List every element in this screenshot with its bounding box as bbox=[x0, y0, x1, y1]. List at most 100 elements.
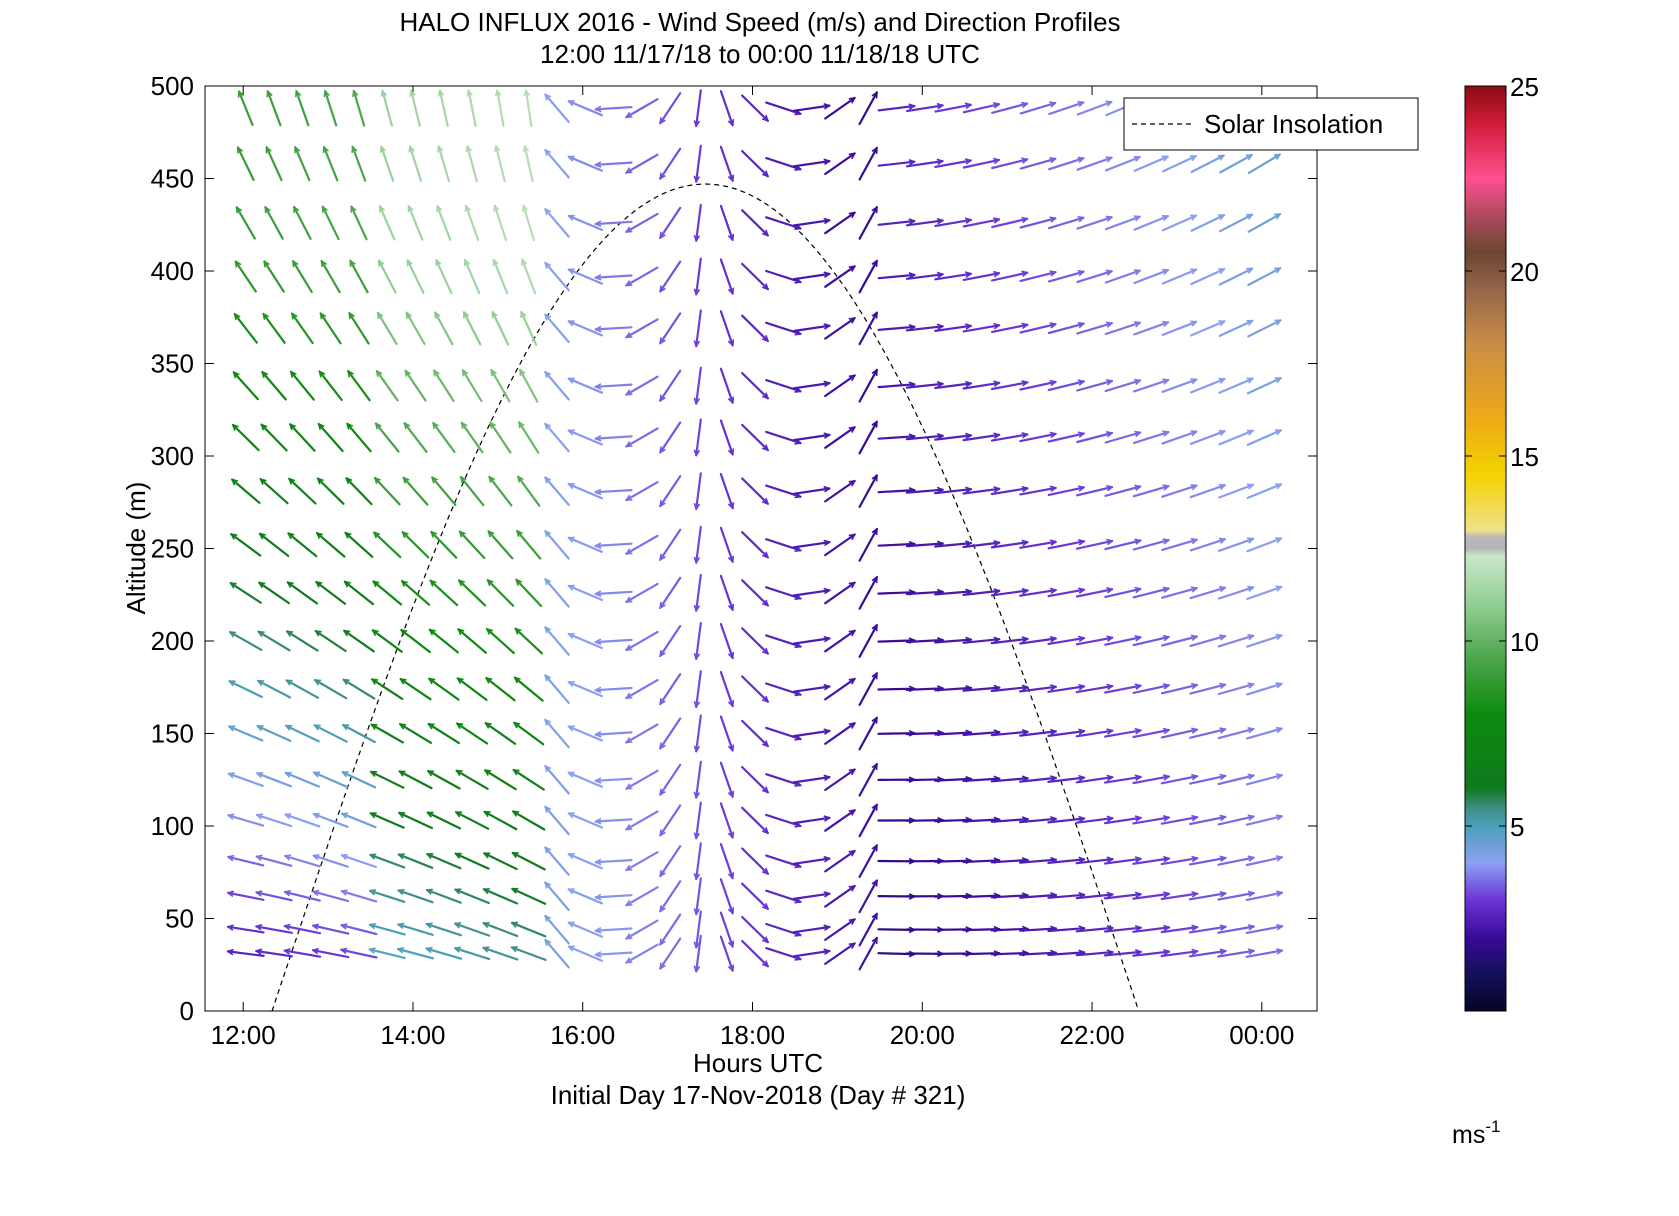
wind-arrow bbox=[431, 476, 457, 506]
wind-arrow bbox=[1076, 215, 1113, 230]
wind-arrow bbox=[1047, 774, 1086, 784]
wind-arrow bbox=[1189, 682, 1227, 695]
wind-arrow bbox=[934, 158, 972, 168]
wind-arrow bbox=[320, 259, 341, 294]
wind-arrow bbox=[434, 311, 454, 346]
wind-arrow bbox=[693, 801, 702, 840]
wind-arrow bbox=[659, 672, 682, 706]
wind-arrow bbox=[459, 476, 485, 507]
wind-arrow bbox=[741, 882, 770, 911]
wind-arrow bbox=[312, 923, 350, 935]
wind-arrow bbox=[456, 722, 489, 745]
wind-arrow bbox=[231, 423, 260, 452]
wind-arrow bbox=[255, 890, 293, 902]
wind-arrow bbox=[510, 946, 547, 962]
wind-arrow bbox=[544, 764, 570, 795]
wind-arrow bbox=[463, 258, 481, 295]
wind-arrow bbox=[314, 629, 347, 653]
wind-arrow bbox=[1048, 156, 1085, 171]
wind-arrow bbox=[427, 769, 461, 790]
y-tick-label: 150 bbox=[151, 719, 194, 749]
colorbar-tick-label: 10 bbox=[1510, 627, 1539, 657]
wind-arrow bbox=[284, 813, 321, 828]
wind-arrow bbox=[659, 576, 682, 610]
wind-arrow bbox=[877, 103, 916, 112]
wind-arrow bbox=[1075, 856, 1114, 865]
plot-area bbox=[204, 85, 1318, 1012]
wind-arrow bbox=[371, 678, 404, 701]
wind-arrow bbox=[544, 208, 570, 238]
wind-arrow bbox=[1103, 856, 1142, 865]
wind-arrow bbox=[1018, 728, 1058, 737]
wind-arrow bbox=[567, 680, 604, 698]
wind-arrow bbox=[1104, 683, 1142, 694]
x-tick-label: 20:00 bbox=[890, 1020, 955, 1050]
wind-arrow bbox=[792, 855, 831, 865]
wind-arrow bbox=[1019, 635, 1057, 645]
wind-arrow bbox=[232, 371, 259, 401]
wind-arrow bbox=[1076, 269, 1113, 283]
wind-arrow bbox=[1161, 378, 1198, 393]
wind-arrow bbox=[511, 810, 546, 831]
wind-arrow bbox=[1132, 378, 1170, 393]
wind-arrow bbox=[345, 477, 373, 506]
wind-arrow bbox=[594, 383, 633, 390]
wind-arrow bbox=[1133, 320, 1170, 336]
wind-arrow bbox=[990, 270, 1029, 282]
colorbar-gradient bbox=[1464, 85, 1507, 1012]
wind-arrow bbox=[741, 477, 770, 505]
wind-arrow bbox=[520, 310, 538, 346]
wind-arrow bbox=[693, 203, 702, 242]
wind-arrow bbox=[1047, 815, 1086, 824]
wind-arrow bbox=[490, 369, 511, 403]
wind-arrow bbox=[1047, 485, 1086, 496]
wind-arrow bbox=[824, 479, 856, 503]
wind-arrow bbox=[263, 260, 285, 293]
wind-arrow bbox=[407, 205, 424, 241]
wind-arrow bbox=[462, 311, 482, 346]
wind-arrow bbox=[567, 725, 604, 742]
wind-arrow bbox=[741, 314, 770, 343]
wind-arrow bbox=[1104, 727, 1142, 738]
wind-arrow bbox=[227, 890, 265, 901]
wind-arrow bbox=[1189, 634, 1227, 648]
wind-arrow bbox=[990, 539, 1029, 549]
wind-arrow bbox=[342, 678, 376, 700]
wind-arrow bbox=[456, 677, 488, 702]
y-tick-label: 400 bbox=[151, 256, 194, 286]
wind-arrow bbox=[659, 260, 682, 293]
wind-arrow bbox=[227, 854, 265, 867]
wind-arrow bbox=[1188, 855, 1227, 866]
wind-arrow bbox=[318, 370, 343, 401]
wind-arrow bbox=[311, 947, 350, 959]
wind-arrow bbox=[659, 475, 682, 508]
wind-arrow bbox=[544, 805, 570, 836]
wind-arrow bbox=[261, 370, 287, 401]
wind-arrow bbox=[962, 432, 1001, 442]
wind-arrow bbox=[693, 910, 702, 949]
wind-arrow bbox=[1160, 891, 1199, 901]
wind-arrow bbox=[741, 915, 770, 944]
wind-arrow bbox=[594, 777, 633, 784]
wind-arrow bbox=[792, 587, 831, 597]
wind-arrow bbox=[343, 580, 375, 606]
wind-arrow bbox=[289, 370, 315, 401]
wind-arrow bbox=[397, 922, 434, 936]
wind-arrow bbox=[406, 259, 425, 294]
wind-arrow bbox=[1019, 587, 1057, 597]
wind-arrow bbox=[236, 146, 255, 181]
wind-arrow bbox=[1132, 683, 1170, 695]
wind-arrow bbox=[1133, 215, 1170, 231]
wind-arrow bbox=[1162, 155, 1197, 173]
wind-arrow bbox=[741, 939, 770, 968]
wind-arrow bbox=[659, 717, 682, 750]
wind-arrow bbox=[741, 627, 770, 655]
wind-arrow bbox=[858, 936, 879, 971]
wind-arrow bbox=[1161, 537, 1198, 552]
y-tick-label: 250 bbox=[151, 534, 194, 564]
wind-arrow bbox=[544, 148, 570, 179]
wind-arrow bbox=[511, 851, 546, 871]
wind-arrow bbox=[346, 422, 372, 453]
wind-arrow bbox=[792, 683, 831, 693]
wind-arrow bbox=[235, 206, 256, 240]
